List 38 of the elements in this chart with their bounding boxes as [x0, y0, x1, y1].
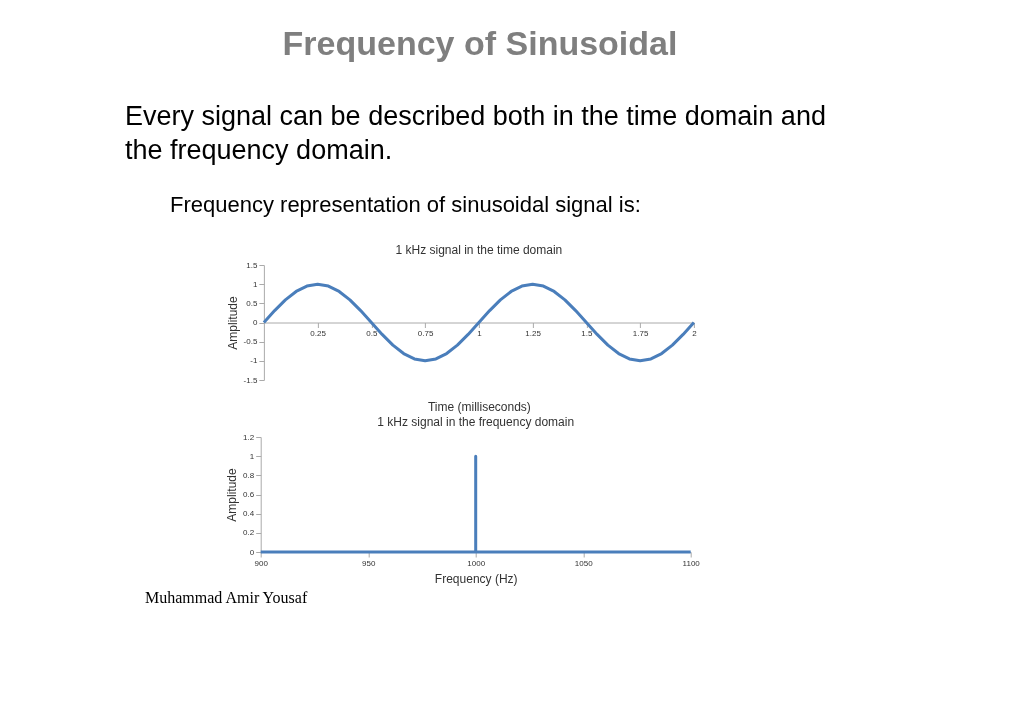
- text: Frequency representation of sinusoidal signal is:: [170, 192, 641, 217]
- y-tick-label: 0.6: [243, 490, 255, 499]
- y-tick-label: -0.5: [243, 337, 258, 347]
- x-tick-label: 0.25: [310, 329, 327, 338]
- y-axis-title: Amplitude: [225, 296, 240, 350]
- y-tick-label: 1.2: [243, 432, 255, 442]
- y-tick-label: 0.4: [243, 509, 255, 519]
- x-tick-label: 0.75: [417, 329, 434, 338]
- x-tick-label: 1100: [682, 558, 701, 568]
- x-tick-label: 1.75: [632, 329, 649, 338]
- y-tick-label: 0.8: [243, 470, 255, 480]
- text: Every signal can be described both in the time domain and the frequency domain.: [125, 101, 826, 165]
- y-tick-label: 0: [252, 318, 258, 327]
- text: Muhammad Amir Yousaf: [145, 589, 308, 606]
- x-tick-label: 950: [362, 558, 376, 568]
- y-tick-label: 0: [249, 547, 255, 557]
- y-tick-label: -1: [250, 356, 258, 366]
- x-tick-label: 1000: [467, 558, 486, 568]
- x-axis-title: Time (milliseconds): [427, 399, 531, 414]
- x-tick-label: 1.5: [581, 329, 593, 338]
- x-tick-label: 1050: [574, 558, 594, 568]
- x-tick-label: 2: [692, 329, 698, 338]
- y-tick-label: 0.2: [243, 528, 255, 538]
- y-tick-label: 0.5: [246, 298, 258, 308]
- y-tick-label: 1.5: [246, 260, 258, 270]
- chart-title: 1 kHz signal in the frequency domain: [377, 415, 575, 429]
- y-axis-title: Amplitude: [225, 468, 240, 522]
- y-tick-label: -1.5: [243, 375, 258, 385]
- x-tick-label: 900: [254, 558, 269, 568]
- x-tick-label: 0.5: [366, 329, 378, 338]
- x-tick-label: 1: [477, 329, 483, 338]
- x-tick-label: 1.25: [525, 329, 542, 338]
- text: Frequency of Sinusoidal: [282, 24, 678, 62]
- line-series: [262, 282, 696, 363]
- y-tick-label: 1: [252, 279, 258, 289]
- chart-title: 1 kHz signal in the time domain: [395, 243, 563, 257]
- y-tick-label: 1: [249, 451, 255, 461]
- x-axis-title: Frequency (Hz): [434, 571, 518, 586]
